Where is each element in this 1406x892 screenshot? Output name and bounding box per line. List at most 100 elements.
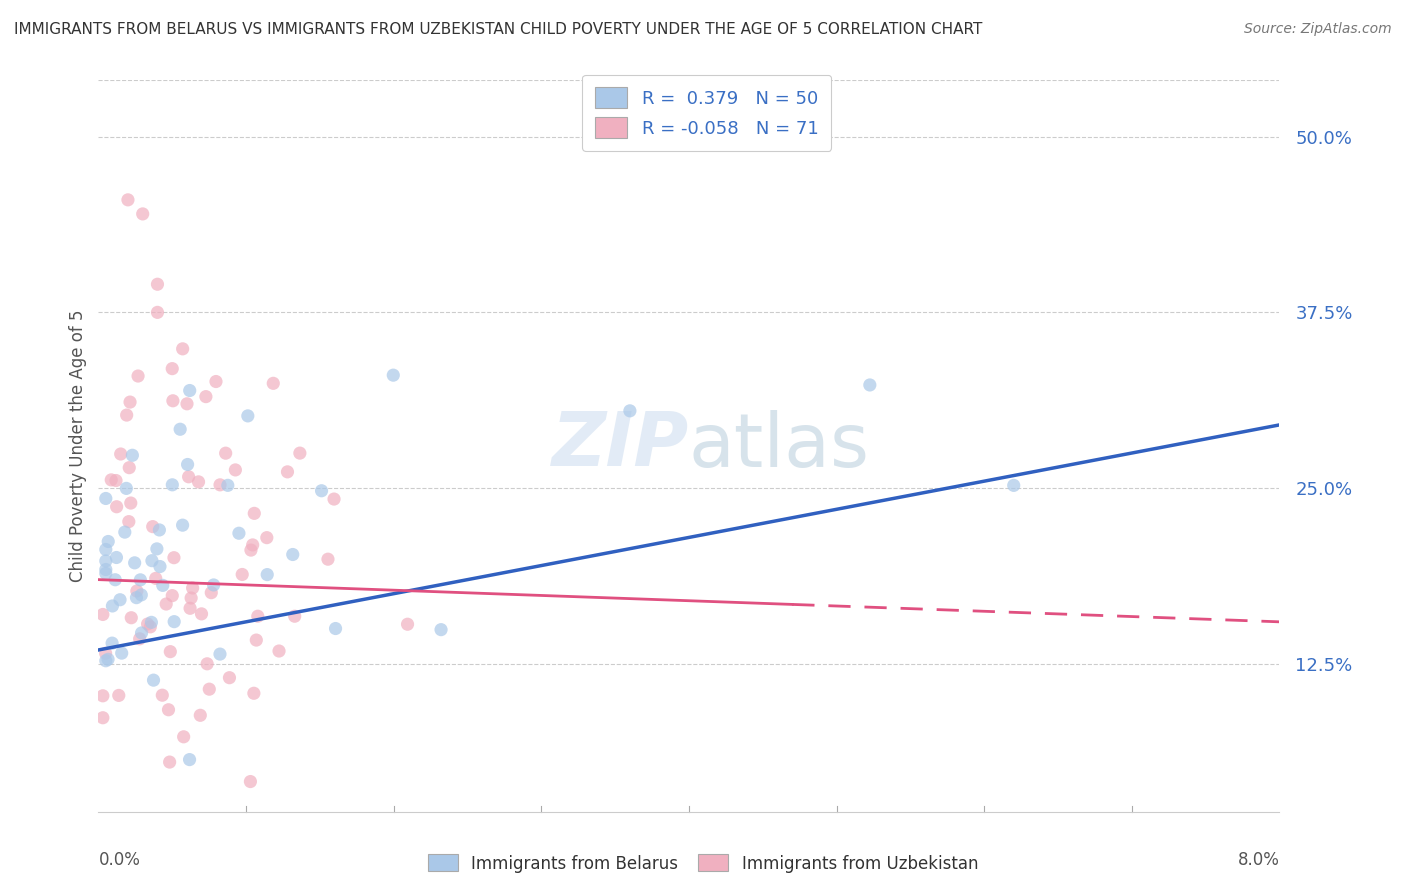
- Point: [243, 686, 266, 700]
- Point: [224, 463, 246, 477]
- Point: [129, 573, 152, 587]
- Point: [149, 559, 172, 574]
- Point: [231, 567, 253, 582]
- Point: [181, 581, 204, 595]
- Point: [202, 578, 225, 592]
- Point: [316, 552, 339, 566]
- Point: [97, 652, 120, 666]
- Point: [110, 447, 132, 461]
- Point: [325, 622, 347, 636]
- Point: [1002, 478, 1025, 492]
- Point: [245, 633, 267, 648]
- Point: [173, 730, 195, 744]
- Point: [157, 703, 180, 717]
- Point: [187, 475, 209, 489]
- Point: [859, 378, 882, 392]
- Point: [159, 645, 181, 659]
- Point: [242, 538, 264, 552]
- Point: [243, 507, 266, 521]
- Point: [94, 654, 117, 668]
- Point: [105, 500, 128, 514]
- Point: [382, 368, 405, 383]
- Point: [195, 657, 218, 671]
- Point: [114, 525, 136, 540]
- Point: [246, 609, 269, 624]
- Point: [217, 478, 239, 492]
- Point: [118, 395, 141, 409]
- Point: [311, 483, 333, 498]
- Point: [172, 518, 194, 533]
- Point: [124, 556, 146, 570]
- Point: [179, 753, 201, 767]
- Point: [190, 607, 212, 621]
- Point: [172, 342, 194, 356]
- Point: [188, 708, 211, 723]
- Point: [323, 491, 346, 506]
- Point: [115, 408, 138, 422]
- Point: [146, 541, 169, 556]
- Point: [120, 611, 142, 625]
- Point: [94, 554, 117, 568]
- Legend: R =  0.379   N = 50, R = -0.058   N = 71: R = 0.379 N = 50, R = -0.058 N = 71: [582, 75, 831, 151]
- Point: [128, 632, 150, 646]
- Y-axis label: Child Poverty Under the Age of 5: Child Poverty Under the Age of 5: [69, 310, 87, 582]
- Point: [215, 446, 238, 460]
- Point: [239, 774, 262, 789]
- Point: [194, 390, 217, 404]
- Point: [176, 458, 198, 472]
- Point: [146, 305, 169, 319]
- Point: [139, 620, 162, 634]
- Point: [104, 573, 127, 587]
- Point: [267, 644, 290, 658]
- Point: [179, 601, 201, 615]
- Point: [118, 515, 141, 529]
- Point: [104, 474, 127, 488]
- Point: [200, 585, 222, 599]
- Point: [159, 755, 181, 769]
- Point: [163, 550, 186, 565]
- Point: [108, 592, 131, 607]
- Point: [91, 689, 114, 703]
- Point: [619, 404, 641, 418]
- Text: IMMIGRANTS FROM BELARUS VS IMMIGRANTS FROM UZBEKISTAN CHILD POVERTY UNDER THE AG: IMMIGRANTS FROM BELARUS VS IMMIGRANTS FR…: [14, 22, 983, 37]
- Point: [101, 636, 124, 650]
- Point: [162, 478, 184, 492]
- Point: [155, 597, 177, 611]
- Point: [162, 393, 184, 408]
- Point: [111, 646, 134, 660]
- Point: [94, 566, 117, 581]
- Point: [205, 375, 228, 389]
- Point: [284, 609, 307, 624]
- Point: [91, 607, 114, 622]
- Point: [97, 534, 120, 549]
- Text: atlas: atlas: [689, 409, 870, 483]
- Point: [125, 584, 148, 599]
- Point: [179, 384, 201, 398]
- Point: [396, 617, 419, 632]
- Point: [276, 465, 298, 479]
- Point: [131, 626, 153, 640]
- Point: [262, 376, 284, 391]
- Text: Source: ZipAtlas.com: Source: ZipAtlas.com: [1244, 22, 1392, 37]
- Point: [132, 207, 155, 221]
- Point: [162, 589, 184, 603]
- Point: [145, 571, 167, 585]
- Point: [141, 615, 163, 630]
- Point: [198, 682, 221, 697]
- Point: [162, 361, 183, 376]
- Point: [105, 550, 128, 565]
- Point: [91, 711, 114, 725]
- Point: [141, 554, 163, 568]
- Point: [129, 588, 152, 602]
- Point: [163, 615, 186, 629]
- Point: [169, 422, 191, 436]
- Point: [180, 591, 202, 605]
- Point: [94, 646, 117, 660]
- Point: [208, 647, 231, 661]
- Point: [288, 446, 311, 460]
- Point: [142, 519, 165, 533]
- Point: [94, 542, 117, 557]
- Legend: Immigrants from Belarus, Immigrants from Uzbekistan: Immigrants from Belarus, Immigrants from…: [422, 847, 984, 880]
- Point: [125, 591, 148, 605]
- Point: [228, 526, 250, 541]
